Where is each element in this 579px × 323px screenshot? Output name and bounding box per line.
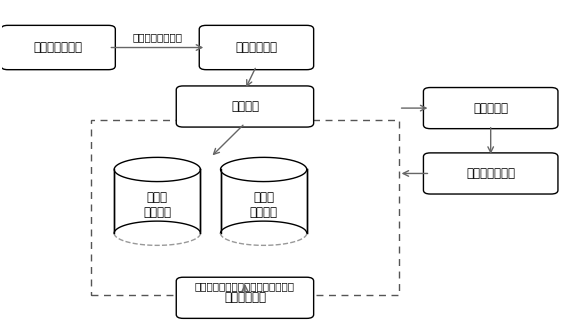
Text: 预处理、信号分割: 预处理、信号分割 <box>132 32 182 42</box>
Polygon shape <box>114 170 200 233</box>
Text: 贝叶斯准则: 贝叶斯准则 <box>473 102 508 115</box>
Text: 初始心电数据库: 初始心电数据库 <box>34 41 83 54</box>
FancyBboxPatch shape <box>1 26 115 70</box>
Text: 基于贝叶斯先验概率的心率融合模型: 基于贝叶斯先验概率的心率融合模型 <box>195 281 295 291</box>
Text: 心电数据样本: 心电数据样本 <box>236 41 277 54</box>
FancyBboxPatch shape <box>176 86 314 127</box>
FancyBboxPatch shape <box>423 153 558 194</box>
Polygon shape <box>114 157 200 182</box>
Text: 期望最大化算法: 期望最大化算法 <box>466 167 515 180</box>
Text: 特征提取: 特征提取 <box>231 100 259 113</box>
Text: 心率真値标签: 心率真値标签 <box>224 291 266 304</box>
FancyBboxPatch shape <box>199 26 314 70</box>
Polygon shape <box>221 157 307 182</box>
Text: 多导联
融合模型: 多导联 融合模型 <box>250 191 278 219</box>
Polygon shape <box>221 170 307 233</box>
FancyBboxPatch shape <box>423 88 558 129</box>
Text: 单导联
融合模型: 单导联 融合模型 <box>143 191 171 219</box>
FancyBboxPatch shape <box>176 277 314 318</box>
